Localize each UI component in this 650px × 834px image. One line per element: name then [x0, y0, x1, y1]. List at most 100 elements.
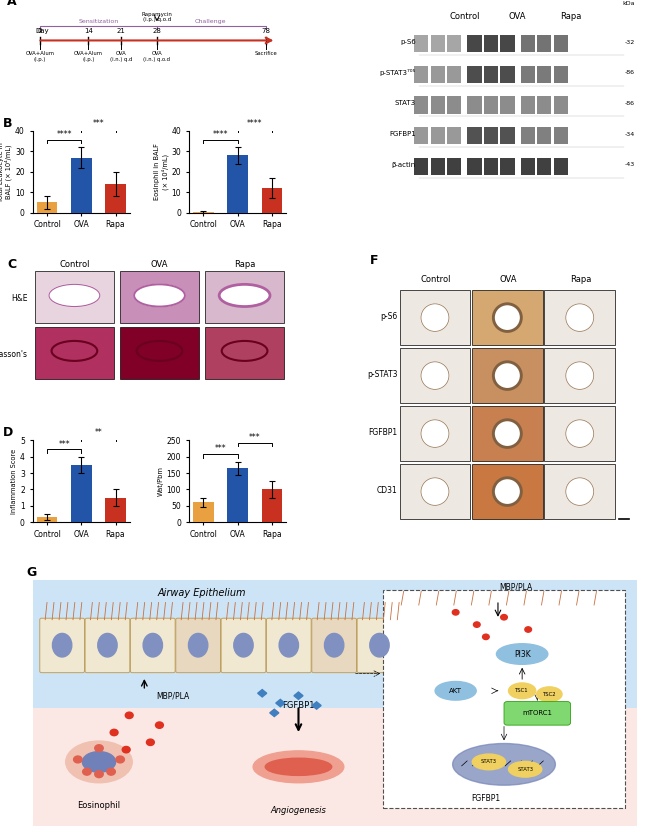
Bar	[521, 158, 535, 175]
Circle shape	[49, 284, 100, 307]
Bar	[400, 406, 471, 461]
Text: STAT3: STAT3	[481, 760, 497, 765]
Circle shape	[500, 615, 508, 620]
Bar	[430, 127, 445, 144]
Text: MBP/PLA: MBP/PLA	[499, 582, 533, 591]
Text: OVA+Alum
(i.p.): OVA+Alum (i.p.)	[25, 51, 55, 62]
Text: Control: Control	[449, 13, 480, 22]
Ellipse shape	[83, 751, 116, 772]
Circle shape	[83, 768, 91, 775]
FancyBboxPatch shape	[85, 618, 130, 673]
Bar	[537, 96, 551, 113]
Ellipse shape	[497, 644, 548, 665]
FancyBboxPatch shape	[176, 618, 220, 673]
Text: Eosinophil: Eosinophil	[77, 801, 120, 810]
Bar	[430, 66, 445, 83]
Text: 0: 0	[38, 28, 42, 34]
Ellipse shape	[265, 758, 332, 776]
Circle shape	[95, 771, 103, 777]
Circle shape	[493, 420, 521, 447]
Circle shape	[219, 284, 270, 307]
Bar	[400, 464, 471, 519]
Circle shape	[134, 284, 185, 307]
Text: mTORC1: mTORC1	[522, 711, 552, 716]
Text: -86: -86	[625, 70, 634, 75]
Ellipse shape	[452, 744, 555, 785]
FancyBboxPatch shape	[504, 701, 571, 725]
Bar	[414, 66, 428, 83]
Text: Challenge: Challenge	[194, 19, 226, 24]
Text: CD31: CD31	[377, 486, 398, 495]
Text: 78: 78	[262, 28, 270, 34]
Text: H&E: H&E	[11, 294, 27, 304]
Bar	[472, 464, 543, 519]
Circle shape	[122, 746, 130, 753]
Circle shape	[566, 478, 593, 505]
Ellipse shape	[508, 683, 536, 699]
Bar	[500, 66, 515, 83]
Bar	[414, 127, 428, 144]
Circle shape	[146, 739, 154, 746]
Bar	[484, 96, 498, 113]
Bar	[500, 96, 515, 113]
Ellipse shape	[234, 634, 253, 657]
Text: p-S6: p-S6	[400, 39, 416, 45]
Text: OVA
(i.n.) q.o.d: OVA (i.n.) q.o.d	[144, 51, 170, 62]
Text: AKT: AKT	[449, 688, 462, 694]
Bar	[430, 158, 445, 175]
Text: TSC1: TSC1	[515, 688, 529, 693]
Text: -34: -34	[624, 132, 634, 137]
Bar	[37, 203, 57, 213]
Ellipse shape	[435, 681, 476, 700]
Text: F: F	[370, 254, 379, 267]
Bar	[35, 271, 114, 324]
Bar	[414, 96, 428, 113]
Circle shape	[482, 634, 489, 640]
Circle shape	[95, 745, 103, 751]
Bar	[472, 290, 543, 345]
Bar	[400, 348, 471, 403]
Bar	[484, 35, 498, 53]
Ellipse shape	[53, 634, 72, 657]
Text: B: B	[3, 117, 13, 130]
Bar	[537, 66, 551, 83]
Circle shape	[116, 756, 124, 763]
Text: ***: ***	[249, 433, 261, 442]
Text: FGFBP1: FGFBP1	[471, 794, 500, 803]
Bar	[120, 326, 199, 379]
Bar	[544, 348, 615, 403]
Text: Masson's: Masson's	[0, 349, 27, 359]
Text: C: C	[7, 258, 16, 271]
Bar	[500, 127, 515, 144]
Ellipse shape	[143, 634, 162, 657]
Circle shape	[421, 362, 449, 389]
Bar	[400, 290, 471, 345]
Text: ****: ****	[57, 130, 72, 139]
Text: -43: -43	[624, 162, 634, 167]
Bar	[554, 96, 568, 113]
Bar	[467, 35, 482, 53]
Bar	[467, 158, 482, 175]
FancyBboxPatch shape	[221, 618, 266, 673]
Circle shape	[566, 362, 593, 389]
Bar	[105, 184, 125, 213]
Ellipse shape	[66, 741, 132, 783]
Circle shape	[473, 622, 480, 627]
Bar	[227, 155, 248, 213]
Bar	[467, 66, 482, 83]
Text: E: E	[370, 0, 379, 1]
Circle shape	[493, 362, 521, 389]
Bar	[521, 66, 535, 83]
Text: p-STAT3: p-STAT3	[367, 370, 398, 379]
Text: FGFBP1: FGFBP1	[389, 131, 416, 137]
Text: OVA: OVA	[151, 260, 168, 269]
Text: PI3K: PI3K	[514, 650, 530, 659]
Bar	[554, 158, 568, 175]
FancyBboxPatch shape	[131, 618, 175, 673]
Text: ****: ****	[213, 130, 228, 139]
Bar	[500, 158, 515, 175]
Ellipse shape	[508, 761, 542, 777]
Bar	[554, 35, 568, 53]
Circle shape	[566, 304, 593, 331]
Text: OVA: OVA	[499, 275, 517, 284]
